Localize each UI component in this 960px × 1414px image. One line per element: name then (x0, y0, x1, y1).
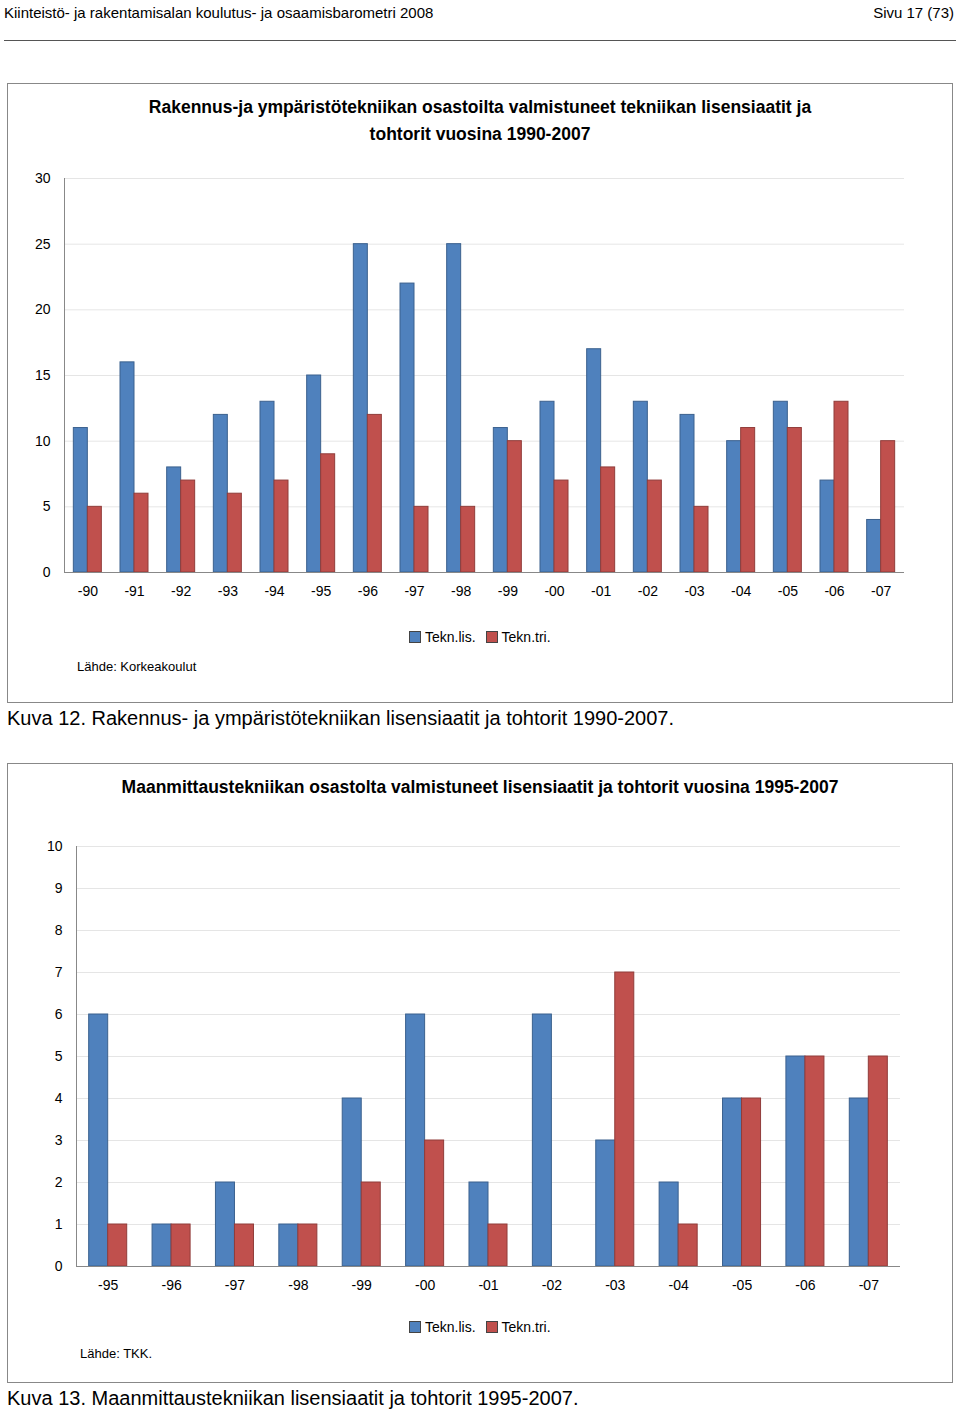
html-text:Tekn.lis.: Tekn.lis. (425, 1319, 476, 1335)
svg-text:-97: -97 (404, 583, 424, 599)
svg-text:8: 8 (55, 922, 63, 938)
svg-text:-00: -00 (544, 583, 564, 599)
svg-text:20: 20 (35, 301, 51, 317)
svg-text:6: 6 (55, 1006, 63, 1022)
svg-text:-05: -05 (732, 1277, 752, 1293)
html-text:Lähde: TKK.: Lähde: TKK. (80, 1346, 152, 1361)
svg-text:-00: -00 (415, 1277, 435, 1293)
svg-text:-06: -06 (824, 583, 844, 599)
html-text:Kuva 13. Maanmittaustekniikan: Kuva 13. Maanmittaustekniikan lisensiaat… (7, 1387, 579, 1409)
html-text:Kuva 12. Rakennus- ja ympärist: Kuva 12. Rakennus- ja ympäristötekniikan… (7, 707, 674, 729)
svg-text:-04: -04 (669, 1277, 689, 1293)
html-text:Sivu 17 (73): Sivu 17 (73) (873, 4, 954, 21)
svg-text:-92: -92 (171, 583, 191, 599)
svg-text:-03: -03 (684, 583, 704, 599)
svg-text:-93: -93 (218, 583, 238, 599)
svg-text:-99: -99 (352, 1277, 372, 1293)
svg-text:-06: -06 (795, 1277, 815, 1293)
svg-text:-98: -98 (288, 1277, 308, 1293)
svg-text:0: 0 (43, 564, 51, 580)
html-text:Tekn.tri.: Tekn.tri. (501, 1319, 551, 1335)
html-text:Maanmittaustekniikan osastolta: Maanmittaustekniikan osastolta valmistun… (121, 777, 839, 797)
svg-text:-94: -94 (264, 583, 284, 599)
svg-text:4: 4 (55, 1090, 63, 1106)
svg-text:9: 9 (55, 880, 63, 896)
html-text:Kiinteistö- ja rakentamisalan: Kiinteistö- ja rakentamisalan koulutus- … (4, 4, 434, 21)
svg-text:-96: -96 (358, 583, 378, 599)
svg-text:15: 15 (35, 367, 51, 383)
svg-text:-99: -99 (498, 583, 518, 599)
svg-text:2: 2 (55, 1174, 63, 1190)
html-text:Tekn.lis.: Tekn.lis. (425, 629, 476, 645)
svg-text:-03: -03 (605, 1277, 625, 1293)
svg-text:25: 25 (35, 236, 51, 252)
svg-text:-02: -02 (638, 583, 658, 599)
svg-text:-91: -91 (124, 583, 144, 599)
svg-text:-05: -05 (778, 583, 798, 599)
svg-text:-07: -07 (871, 583, 891, 599)
svg-text:-95: -95 (311, 583, 331, 599)
svg-text:3: 3 (55, 1132, 63, 1148)
html-text:Lähde: Korkeakoulut: Lähde: Korkeakoulut (77, 659, 197, 674)
svg-text:-95: -95 (98, 1277, 118, 1293)
svg-text:10: 10 (35, 433, 51, 449)
svg-text:10: 10 (47, 838, 63, 854)
svg-text:-01: -01 (591, 583, 611, 599)
svg-text:-04: -04 (731, 583, 751, 599)
html-text:Tekn.tri.: Tekn.tri. (501, 629, 551, 645)
svg-text:-98: -98 (451, 583, 471, 599)
svg-text:5: 5 (43, 498, 51, 514)
svg-text:-90: -90 (78, 583, 98, 599)
svg-text:-97: -97 (225, 1277, 245, 1293)
svg-text:-07: -07 (859, 1277, 879, 1293)
svg-text:30: 30 (35, 170, 51, 186)
html-text:Rakennus-ja ympäristötekniikan: Rakennus-ja ympäristötekniikan osastoilt… (148, 97, 812, 144)
svg-text:0: 0 (55, 1258, 63, 1274)
svg-text:7: 7 (55, 964, 63, 980)
svg-text:-96: -96 (161, 1277, 181, 1293)
svg-text:-01: -01 (478, 1277, 498, 1293)
svg-text:-02: -02 (542, 1277, 562, 1293)
svg-text:1: 1 (55, 1216, 63, 1232)
svg-text:5: 5 (55, 1048, 63, 1064)
